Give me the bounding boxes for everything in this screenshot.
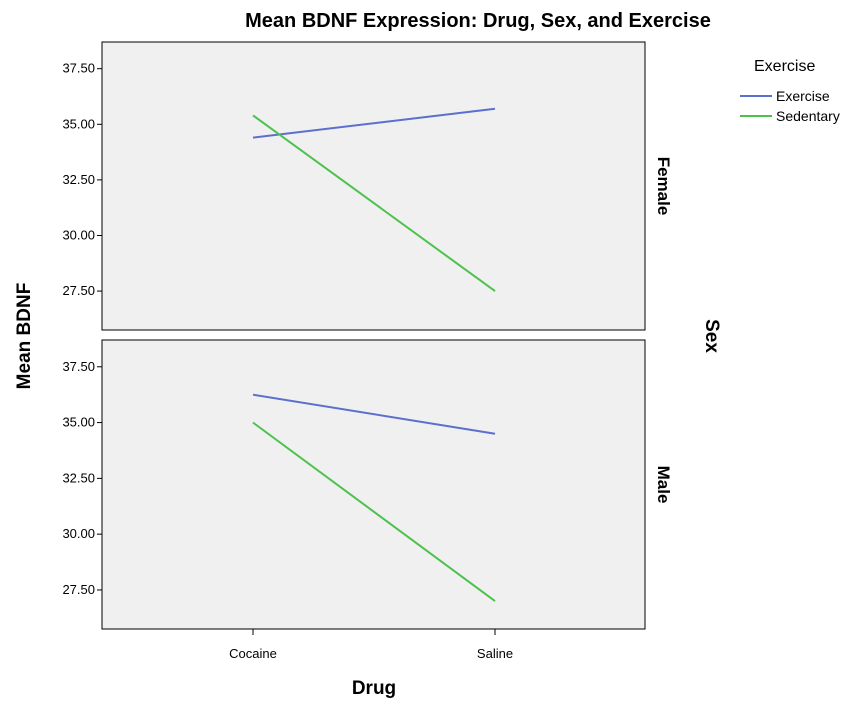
panel-male xyxy=(101,339,646,630)
y-axis-title: Mean BDNF xyxy=(14,283,35,390)
facet-axis-title: Sex xyxy=(701,319,722,353)
y-tick-label-male: 27.50 xyxy=(62,582,95,597)
x-tick-label-cocaine: Cocaine xyxy=(229,646,277,661)
panel-female xyxy=(101,41,646,331)
series-line-exercise-female xyxy=(252,107,496,139)
plot-area: 27.50 30.00 32.50 35.00 37.50 Female 27.50 30.0… xyxy=(62,41,673,661)
legend-label-exercise: Exercise xyxy=(776,88,830,104)
series-line-sedentary-female xyxy=(252,114,496,292)
y-tick-label-female: 35.00 xyxy=(62,116,95,131)
y-tick-label-male: 32.50 xyxy=(62,470,95,485)
chart-title: Mean BDNF Expression: Drug, Sex, and Exe… xyxy=(245,10,711,32)
y-tick-label-female: 30.00 xyxy=(62,227,95,242)
series-line-sedentary-male xyxy=(252,421,496,602)
y-tick-label-male: 30.00 xyxy=(62,526,95,541)
y-tick-label-female: 27.50 xyxy=(62,283,95,298)
y-tick-label-male: 37.50 xyxy=(62,359,95,374)
legend-label-sedentary: Sedentary xyxy=(776,108,840,124)
series-line-exercise-male xyxy=(252,393,496,435)
y-tick-label-female: 32.50 xyxy=(62,172,95,187)
x-axis-title: Drug xyxy=(352,678,396,699)
facet-label-female: Female xyxy=(654,157,673,216)
y-tick-label-female: 37.50 xyxy=(62,61,95,76)
x-tick-label-saline: Saline xyxy=(477,646,513,661)
legend-title: Exercise xyxy=(754,58,815,75)
facet-label-male: Male xyxy=(654,466,673,504)
y-tick-label-male: 35.00 xyxy=(62,415,95,430)
